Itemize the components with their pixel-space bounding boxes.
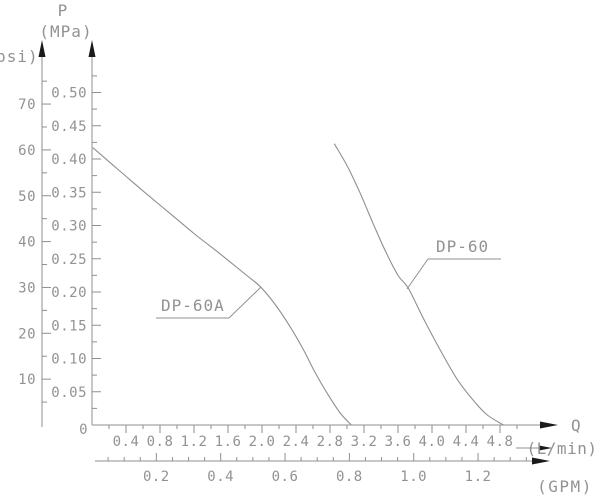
mpa-tick-label: 0.15: [51, 318, 87, 334]
lmin-tick-label: 1.2: [181, 434, 208, 450]
psi-axis: 10 20 30 40 50 60 70 (psi): [0, 40, 51, 427]
mpa-tick-label: 0.45: [51, 119, 87, 135]
curve-dp-60a: [92, 147, 352, 426]
origin-zero-label: 0: [79, 422, 88, 438]
psi-tick-label: 50: [18, 189, 36, 205]
mpa-unit-label: (MPa): [39, 22, 92, 41]
curve-dp-60: [333, 143, 504, 426]
mpa-tick-label: 0.30: [51, 219, 87, 235]
curves: [92, 143, 504, 426]
mpa-axis: 0.05 0.10 0.15 0.20 0.25 0.30 0.35 0.40 0.45 0.50…: [39, 1, 101, 438]
mpa-tick-label: 0.20: [51, 285, 87, 301]
psi-tick-label: 10: [18, 372, 36, 388]
gpm-axis: 0.2 0.4 0.6 0.8 1.0 1.2 (GPM): [95, 453, 593, 496]
mpa-tick-label: 0.50: [51, 86, 87, 102]
lmin-label-arrow-icon: [539, 445, 552, 451]
dp-60-leader-line: [406, 258, 429, 290]
lmin-tick-label: 2.0: [249, 434, 276, 450]
lmin-tick-label: 4.0: [419, 434, 446, 450]
psi-unit-label: (psi): [0, 47, 39, 66]
mpa-tick-label: 0.10: [51, 352, 87, 368]
psi-tick-label: 30: [18, 280, 36, 296]
lmin-tick-label: 3.2: [351, 434, 378, 450]
dp-60a-leader-line: [228, 286, 262, 319]
gpm-axis-arrow-icon: [532, 457, 550, 465]
gpm-unit-label: (GPM): [537, 477, 593, 496]
lmin-tick-label: 0.4: [113, 434, 140, 450]
lmin-axis-arrow-icon: [540, 421, 558, 429]
dp-60-label: DP-60: [436, 237, 489, 256]
psi-tick-label: 40: [18, 235, 36, 251]
gpm-tick-label: 0.8: [336, 469, 363, 485]
gpm-tick-label: 1.2: [465, 469, 492, 485]
lmin-tick-label: 2.4: [283, 434, 310, 450]
lmin-tick-label: 2.8: [317, 434, 344, 450]
lmin-tick-label: 3.6: [385, 434, 412, 450]
lmin-tick-label: 4.4: [453, 434, 480, 450]
dp-60a-label: DP-60A: [161, 296, 225, 315]
psi-tick-label: 70: [18, 97, 36, 113]
lmin-unit-label: (L/min): [527, 439, 598, 458]
lmin-tick-label: 1.6: [215, 434, 242, 450]
gpm-tick-label: 0.2: [143, 469, 170, 485]
mpa-tick-label: 0.35: [51, 185, 87, 201]
psi-axis-arrow-icon: [38, 40, 46, 57]
gpm-tick-label: 1.0: [400, 469, 427, 485]
lmin-axis: 0.4 0.8 1.2 1.6 2.0 2.4 2.8 3.2 3.6 4.0 4.4 4.8 Q (L/…: [92, 416, 597, 458]
mpa-tick-label: 0.05: [51, 385, 87, 401]
pressure-axis-title: P: [58, 1, 69, 20]
mpa-tick-label: 0.40: [51, 152, 87, 168]
flow-axis-title: Q: [571, 416, 582, 435]
gpm-tick-label: 0.4: [207, 469, 234, 485]
gpm-tick-label: 0.6: [272, 469, 299, 485]
mpa-axis-arrow-icon: [88, 40, 96, 57]
psi-tick-label: 20: [18, 326, 36, 342]
annotations: DP-60A DP-60: [156, 237, 501, 319]
lmin-tick-label: 0.8: [147, 434, 174, 450]
lmin-tick-label: 4.8: [487, 434, 514, 450]
mpa-tick-label: 0.25: [51, 252, 87, 268]
psi-tick-label: 60: [18, 143, 36, 159]
